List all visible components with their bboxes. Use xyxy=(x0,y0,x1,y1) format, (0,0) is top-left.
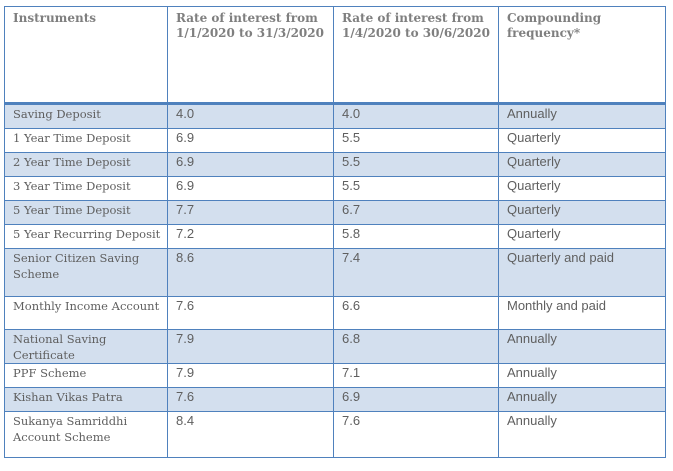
instrument-cell: 1 Year Time Deposit xyxy=(4,128,168,153)
rate-q4-cell: 6.9 xyxy=(167,128,334,153)
table-row: 1 Year Time Deposit 6.9 5.5 Quarterly xyxy=(4,128,666,153)
rate-q4-cell: 7.9 xyxy=(167,363,334,388)
compounding-cell: Monthly and paid xyxy=(498,296,666,330)
table-row: Senior Citizen Saving Scheme 8.6 7.4 Qua… xyxy=(4,248,666,297)
rate-q1-cell: 5.5 xyxy=(333,152,499,177)
table-row: 5 Year Time Deposit 7.7 6.7 Quarterly xyxy=(4,200,666,225)
instrument-cell: National Saving Certificate xyxy=(4,329,168,364)
compounding-cell: Quarterly xyxy=(498,152,666,177)
compounding-cell: Annually xyxy=(498,329,666,364)
rate-q1-cell: 4.0 xyxy=(333,103,499,129)
compounding-cell: Annually xyxy=(498,363,666,388)
instrument-cell: Saving Deposit xyxy=(4,103,168,129)
table-header-row: Instruments Rate of interest from 1/1/20… xyxy=(4,6,666,105)
compounding-cell: Quarterly xyxy=(498,200,666,225)
table-row: 5 Year Recurring Deposit 7.2 5.8 Quarter… xyxy=(4,224,666,249)
rate-q4-cell: 6.9 xyxy=(167,176,334,201)
header-instruments: Instruments xyxy=(4,6,168,105)
table-row: Saving Deposit 4.0 4.0 Annually xyxy=(4,103,666,129)
instrument-cell: 5 Year Recurring Deposit xyxy=(4,224,168,249)
compounding-cell: Annually xyxy=(498,411,666,458)
rate-q4-cell: 7.6 xyxy=(167,296,334,330)
rate-q4-cell: 7.6 xyxy=(167,387,334,412)
header-compounding: Compounding frequency* xyxy=(498,6,666,105)
table-row: Kishan Vikas Patra 7.6 6.9 Annually xyxy=(4,387,666,412)
compounding-cell: Quarterly xyxy=(498,128,666,153)
instrument-cell: 3 Year Time Deposit xyxy=(4,176,168,201)
rate-q4-cell: 6.9 xyxy=(167,152,334,177)
table-row: National Saving Certificate 7.9 6.8 Annu… xyxy=(4,329,666,364)
rate-q1-cell: 6.7 xyxy=(333,200,499,225)
rate-q1-cell: 5.5 xyxy=(333,176,499,201)
rate-q1-cell: 7.4 xyxy=(333,248,499,297)
table-row: 2 Year Time Deposit 6.9 5.5 Quarterly xyxy=(4,152,666,177)
table-row: Monthly Income Account 7.6 6.6 Monthly a… xyxy=(4,296,666,330)
compounding-cell: Annually xyxy=(498,387,666,412)
rate-q1-cell: 5.8 xyxy=(333,224,499,249)
rate-q4-cell: 7.7 xyxy=(167,200,334,225)
rate-q1-cell: 7.6 xyxy=(333,411,499,458)
rate-q1-cell: 6.8 xyxy=(333,329,499,364)
interest-rate-table-container: Instruments Rate of interest from 1/1/20… xyxy=(4,6,666,458)
instrument-cell: Sukanya Samriddhi Account Scheme xyxy=(4,411,168,458)
instrument-cell: Senior Citizen Saving Scheme xyxy=(4,248,168,297)
rate-q1-cell: 6.6 xyxy=(333,296,499,330)
table-row: 3 Year Time Deposit 6.9 5.5 Quarterly xyxy=(4,176,666,201)
compounding-cell: Quarterly xyxy=(498,176,666,201)
rate-q1-cell: 7.1 xyxy=(333,363,499,388)
table-row: PPF Scheme 7.9 7.1 Annually xyxy=(4,363,666,388)
instrument-cell: PPF Scheme xyxy=(4,363,168,388)
rate-q4-cell: 7.9 xyxy=(167,329,334,364)
rate-q1-cell: 5.5 xyxy=(333,128,499,153)
instrument-cell: Kishan Vikas Patra xyxy=(4,387,168,412)
instrument-cell: 2 Year Time Deposit xyxy=(4,152,168,177)
compounding-cell: Quarterly and paid xyxy=(498,248,666,297)
rate-q4-cell: 7.2 xyxy=(167,224,334,249)
instrument-cell: Monthly Income Account xyxy=(4,296,168,330)
instrument-cell: 5 Year Time Deposit xyxy=(4,200,168,225)
header-rate-q1: Rate of interest from 1/4/2020 to 30/6/2… xyxy=(333,6,499,105)
interest-rate-table: Instruments Rate of interest from 1/1/20… xyxy=(4,6,666,458)
rate-q4-cell: 8.6 xyxy=(167,248,334,297)
header-rate-q4: Rate of interest from 1/1/2020 to 31/3/2… xyxy=(167,6,334,105)
rate-q4-cell: 8.4 xyxy=(167,411,334,458)
compounding-cell: Quarterly xyxy=(498,224,666,249)
rate-q1-cell: 6.9 xyxy=(333,387,499,412)
compounding-cell: Annually xyxy=(498,103,666,129)
rate-q4-cell: 4.0 xyxy=(167,103,334,129)
table-row: Sukanya Samriddhi Account Scheme 8.4 7.6… xyxy=(4,411,666,458)
